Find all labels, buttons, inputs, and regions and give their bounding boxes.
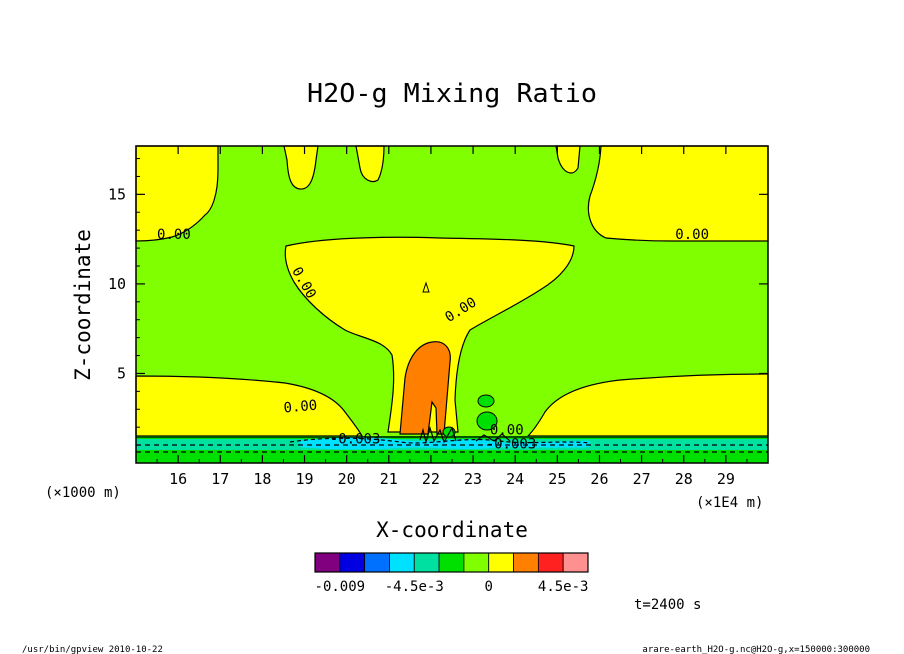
contour-region-upper-right bbox=[587, 145, 769, 242]
colorbar-label: 0 bbox=[485, 579, 493, 595]
contour-region-upper-left bbox=[135, 145, 219, 242]
colorbar bbox=[314, 552, 589, 573]
chart-title: H2O-g Mixing Ratio bbox=[307, 79, 597, 109]
x-tick-label: 27 bbox=[633, 470, 651, 488]
footer-file-info: arare-earth_H2O-g.nc@H2O-g,x=150000:3000… bbox=[642, 645, 870, 654]
contour-green-cells bbox=[442, 394, 498, 438]
contour-region-upper-mid-lobe bbox=[355, 145, 385, 183]
x-tick-label: 24 bbox=[506, 470, 524, 488]
x-axis-ticks: 16 17 18 19 20 21 22 23 24 25 26 27 28 29 bbox=[156, 146, 748, 488]
contour-label: 0.00 bbox=[490, 422, 524, 438]
contour-label: 0.00 bbox=[675, 227, 709, 243]
x-tick-label: 17 bbox=[211, 470, 229, 488]
colorbar-label: -4.5e-3 bbox=[385, 579, 444, 595]
x-axis-title: X-coordinate bbox=[376, 518, 528, 542]
colorbar-swatch bbox=[339, 552, 366, 573]
x-tick-label: 21 bbox=[380, 470, 398, 488]
colorbar-swatch bbox=[438, 552, 465, 573]
contour-label: 0.00 bbox=[157, 227, 191, 243]
y-tick-label: 5 bbox=[117, 364, 126, 382]
contour-region-lower-right bbox=[526, 373, 769, 437]
colorbar-swatch bbox=[488, 552, 514, 573]
surface-band-cyan bbox=[300, 437, 590, 450]
colorbar-label: -0.009 bbox=[315, 579, 366, 595]
colorbar-swatch bbox=[389, 552, 415, 573]
colorbar-swatch bbox=[562, 552, 589, 573]
colorbar-frame bbox=[314, 552, 589, 573]
x-tick-label: 25 bbox=[548, 470, 566, 488]
x-tick-label: 23 bbox=[464, 470, 482, 488]
colorbar-swatch bbox=[463, 552, 490, 573]
contour-label: -0.003 bbox=[486, 437, 537, 453]
contour-region-anvil bbox=[284, 236, 575, 433]
y-axis-title: Z-coordinate bbox=[71, 229, 95, 381]
time-label: t=2400 s bbox=[634, 597, 701, 613]
x-tick-label: 26 bbox=[590, 470, 608, 488]
x-tick-label: 16 bbox=[169, 470, 187, 488]
colorbar-labels: -0.009 -4.5e-3 0 4.5e-3 bbox=[315, 579, 589, 595]
plot-area: 0.00 0.000.000.000.000.00-0.003 -0.003 16 1… bbox=[108, 145, 769, 488]
y-axis-scale-label: (×1000 m) bbox=[45, 485, 121, 501]
footer-program-info: /usr/bin/gpview 2010-10-22 bbox=[22, 645, 163, 654]
x-axis-scale-label: (×1E4 m) bbox=[696, 495, 763, 511]
surface-contours bbox=[136, 425, 768, 453]
y-tick-label: 15 bbox=[108, 185, 126, 203]
colorbar-swatch bbox=[413, 552, 440, 573]
x-tick-label: 20 bbox=[338, 470, 356, 488]
x-tick-label: 22 bbox=[422, 470, 440, 488]
x-tick-label: 19 bbox=[296, 470, 314, 488]
colorbar-swatch bbox=[364, 552, 390, 573]
contour-labels: 0.00 0.000.000.000.000.00-0.003 -0.003 bbox=[157, 227, 709, 453]
colorbar-label: 4.5e-3 bbox=[538, 579, 589, 595]
y-axis-ticks: 5 10 15 bbox=[108, 158, 768, 446]
colorbar-swatch bbox=[537, 552, 564, 573]
contour-region-upper-right-lobe bbox=[555, 145, 581, 174]
contour-label: 0.00 bbox=[283, 398, 318, 417]
colorbar-swatch bbox=[513, 552, 539, 573]
colorbar-swatch bbox=[314, 552, 341, 573]
x-tick-label: 18 bbox=[253, 470, 271, 488]
contour-region-lower-left bbox=[135, 375, 363, 437]
contour-region-upper-left-lobe bbox=[283, 145, 319, 190]
contour-small-loop bbox=[422, 281, 430, 293]
x-tick-label: 28 bbox=[675, 470, 693, 488]
x-tick-label: 29 bbox=[717, 470, 735, 488]
y-tick-label: 10 bbox=[108, 275, 126, 293]
contour-label: -0.003 bbox=[330, 431, 381, 447]
